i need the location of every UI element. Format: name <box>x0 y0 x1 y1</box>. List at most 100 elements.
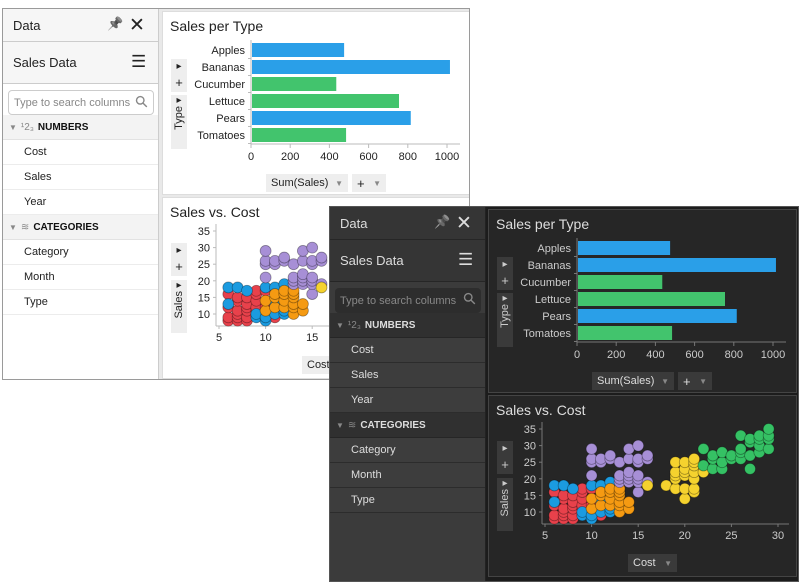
column-item-year[interactable]: Year <box>3 190 158 215</box>
column-item-year[interactable]: Year <box>330 388 485 413</box>
column-item-type[interactable]: Type <box>3 290 158 315</box>
bar-tomatoes[interactable] <box>578 326 673 340</box>
data-point[interactable] <box>315 251 328 264</box>
dataset-row[interactable]: Sales Data ☰ <box>330 240 485 282</box>
data-point[interactable] <box>306 271 319 284</box>
data-point[interactable] <box>641 449 654 462</box>
bar-apples[interactable] <box>578 241 671 255</box>
column-item-sales[interactable]: Sales <box>330 363 485 388</box>
column-label: Month <box>24 271 55 283</box>
data-point[interactable] <box>688 482 701 495</box>
color-by-button[interactable]: ▸ + <box>497 441 513 474</box>
y-axis-selector[interactable]: ▸ Type <box>171 95 187 149</box>
search-icon[interactable]: ⚲ <box>460 289 481 310</box>
data-point[interactable] <box>259 245 272 257</box>
search-icon[interactable]: ⚲ <box>132 92 153 113</box>
data-point[interactable] <box>604 449 617 462</box>
bar-bananas[interactable] <box>252 60 450 74</box>
category-label: Pears <box>216 113 245 125</box>
data-point[interactable] <box>688 452 701 465</box>
y-tick-label: 15 <box>524 490 536 502</box>
collapse-caret-icon[interactable]: ▼ <box>9 122 17 132</box>
column-item-category[interactable]: Category <box>3 240 158 265</box>
data-point[interactable] <box>585 443 598 455</box>
search-input[interactable]: Type to search columns ⚲ <box>8 90 154 115</box>
data-point[interactable] <box>734 443 747 455</box>
column-item-cost[interactable]: Cost <box>330 338 485 363</box>
column-item-cost[interactable]: Cost <box>3 140 158 165</box>
hamburger-menu-icon[interactable]: ☰ <box>458 250 474 269</box>
data-point[interactable] <box>632 486 645 498</box>
column-label: Category <box>351 444 396 456</box>
bar-apples[interactable] <box>252 43 345 57</box>
bar-cucumber[interactable] <box>252 77 337 91</box>
x-tick-label: 400 <box>646 349 664 361</box>
add-axis-button[interactable]: + ▼ <box>352 174 386 192</box>
bar-lettuce[interactable] <box>578 292 725 306</box>
data-point[interactable] <box>678 492 691 505</box>
column-item-type[interactable]: Type <box>330 488 485 513</box>
data-point[interactable] <box>585 469 598 482</box>
color-by-button[interactable]: ▸ + <box>171 59 187 92</box>
column-item-month[interactable]: Month <box>3 265 158 290</box>
data-point[interactable] <box>306 241 319 254</box>
dataset-row[interactable]: Sales Data ☰ <box>3 42 158 84</box>
collapse-caret-icon[interactable]: ▼ <box>336 420 344 430</box>
section-categories[interactable]: ▼ ≋ CATEGORIES <box>330 413 485 438</box>
y-axis-selector[interactable]: ▸ Sales <box>497 478 513 531</box>
data-point[interactable] <box>278 251 291 264</box>
y-axis-selector[interactable]: ▸ Type <box>497 293 513 347</box>
data-point[interactable] <box>259 271 272 284</box>
collapse-caret-icon[interactable]: ▼ <box>9 222 17 232</box>
close-icon[interactable]: ✕ <box>129 15 145 36</box>
column-item-category[interactable]: Category <box>330 438 485 463</box>
pin-icon[interactable]: 📌 <box>434 214 451 229</box>
data-point[interactable] <box>744 462 756 475</box>
add-axis-button[interactable]: + ▼ <box>678 372 712 390</box>
color-by-button[interactable]: ▸ + <box>171 243 187 276</box>
data-point[interactable] <box>315 281 328 294</box>
data-point[interactable] <box>222 298 235 310</box>
data-point[interactable] <box>548 496 561 508</box>
pin-icon[interactable]: 📌 <box>107 16 124 31</box>
bar-bananas[interactable] <box>578 258 776 272</box>
column-label: Category <box>24 246 69 258</box>
section-numbers[interactable]: ▼ ¹2₃ NUMBERS <box>3 115 158 140</box>
data-point[interactable] <box>762 443 775 455</box>
data-point[interactable] <box>762 423 775 435</box>
y-axis-selector[interactable]: ▸ Sales <box>171 280 187 333</box>
section-categories[interactable]: ▼ ≋ CATEGORIES <box>3 215 158 240</box>
column-label: Type <box>24 296 48 308</box>
column-label: Cost <box>351 344 374 356</box>
data-point[interactable] <box>641 479 654 492</box>
dataset-name: Sales Data <box>13 55 77 70</box>
collapse-caret-icon[interactable]: ▼ <box>336 320 344 330</box>
column-item-month[interactable]: Month <box>330 463 485 488</box>
close-icon[interactable]: ✕ <box>456 213 472 234</box>
data-point[interactable] <box>632 469 645 482</box>
add-icon: + <box>357 175 365 191</box>
data-point[interactable] <box>632 439 645 452</box>
bar-pears[interactable] <box>578 309 737 323</box>
column-item-sales[interactable]: Sales <box>3 165 158 190</box>
data-point[interactable] <box>697 443 710 455</box>
data-point[interactable] <box>567 482 579 495</box>
chevron-down-icon: ▼ <box>373 178 381 188</box>
hamburger-menu-icon[interactable]: ☰ <box>131 52 147 71</box>
bar-pears[interactable] <box>252 111 411 125</box>
scatter-chart-title: Sales vs. Cost <box>170 204 260 220</box>
search-input[interactable]: Type to search columns ⚲ <box>335 288 481 313</box>
data-point[interactable] <box>241 284 253 297</box>
x-measure-selector[interactable]: Sum(Sales) ▼ <box>592 372 674 390</box>
light-theme-window: Data 📌 ✕ Sales Data ☰ Type to search columns ⚲… <box>2 8 470 380</box>
data-point[interactable] <box>296 298 309 310</box>
bar-tomatoes[interactable] <box>252 128 347 142</box>
color-by-button[interactable]: ▸ + <box>497 257 513 290</box>
section-numbers[interactable]: ▼ ¹2₃ NUMBERS <box>330 313 485 338</box>
bar-lettuce[interactable] <box>252 94 399 108</box>
x-axis-selector[interactable]: Cost ▼ <box>628 554 677 572</box>
data-point[interactable] <box>622 496 635 508</box>
x-measure-selector[interactable]: Sum(Sales) ▼ <box>266 174 348 192</box>
data-point[interactable] <box>306 288 319 300</box>
bar-cucumber[interactable] <box>578 275 663 289</box>
